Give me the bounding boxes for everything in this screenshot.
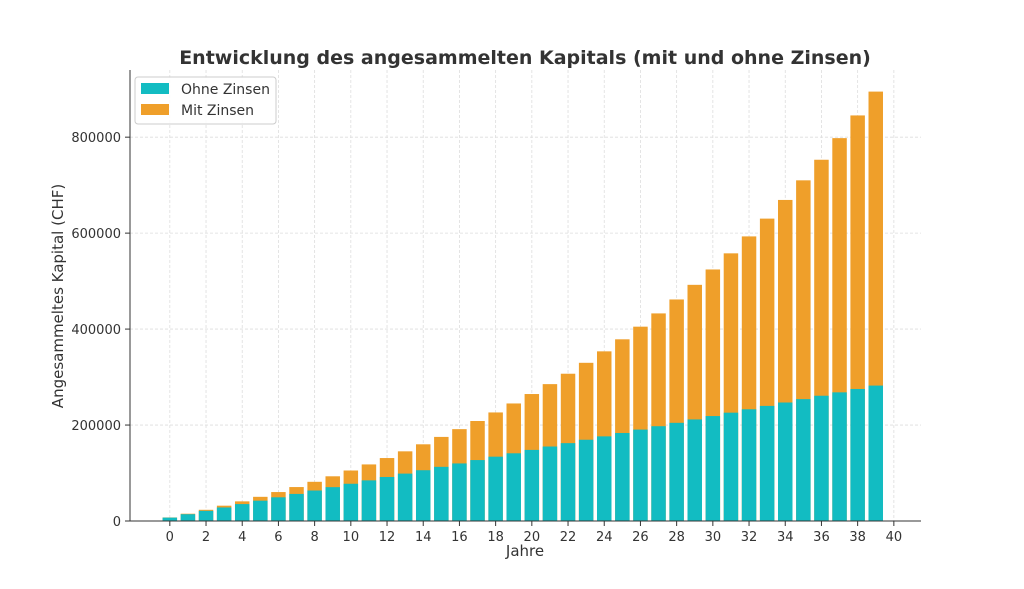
- legend-swatch-ohne-zinsen: [141, 83, 169, 94]
- x-tick-label: 34: [777, 530, 794, 545]
- series-ohne-zinsen: [162, 385, 883, 521]
- chart-title: Entwicklung des angesammelten Kapitals (…: [179, 47, 871, 69]
- bar-ohne-zinsen: [452, 463, 467, 521]
- bar-ohne-zinsen: [615, 432, 630, 521]
- bar-ohne-zinsen: [687, 419, 702, 521]
- bar-ohne-zinsen: [397, 473, 413, 521]
- x-tick-label: 26: [632, 530, 649, 545]
- x-tick-label: 38: [849, 530, 866, 545]
- x-tick-label: 0: [166, 530, 174, 545]
- x-tick-label: 16: [451, 530, 468, 545]
- bar-ohne-zinsen: [832, 392, 847, 521]
- bar-ohne-zinsen: [307, 490, 322, 521]
- bar-ohne-zinsen: [271, 497, 286, 521]
- x-tick-label: 12: [379, 530, 396, 545]
- bar-ohne-zinsen: [759, 405, 775, 521]
- bar-ohne-zinsen: [216, 507, 232, 521]
- bar-ohne-zinsen: [434, 466, 449, 521]
- bar-ohne-zinsen: [524, 449, 540, 521]
- x-tick-label: 8: [310, 530, 318, 545]
- bar-ohne-zinsen: [723, 412, 739, 521]
- x-tick-label: 22: [560, 530, 577, 545]
- bar-ohne-zinsen: [289, 493, 304, 521]
- x-tick-label: 14: [415, 530, 432, 545]
- bar-ohne-zinsen: [325, 487, 340, 521]
- axes: 0 2 4 6 8 10 12 14 16 18 20 22 24 26 28 30 32 34 36 38 40020…: [71, 70, 921, 545]
- legend: Ohne Zinsen Mit Zinsen: [134, 76, 277, 125]
- bar-ohne-zinsen: [361, 480, 377, 521]
- bar-ohne-zinsen: [542, 446, 558, 521]
- x-tick-label: 28: [668, 530, 685, 545]
- x-tick-label: 18: [487, 530, 504, 545]
- bar-ohne-zinsen: [651, 426, 666, 521]
- x-tick-label: 6: [274, 530, 282, 545]
- y-tick-label: 800000: [71, 131, 121, 146]
- bar-ohne-zinsen: [633, 429, 648, 521]
- series-mit-zinsen: [162, 91, 883, 522]
- legend-label-ohne-zinsen: Ohne Zinsen: [181, 82, 270, 98]
- legend-swatch-mit-zinsen: [141, 104, 169, 115]
- x-tick-label: 32: [741, 530, 758, 545]
- x-tick-label: 2: [202, 530, 210, 545]
- bar-ohne-zinsen: [868, 385, 883, 521]
- x-tick-label: 24: [596, 530, 613, 545]
- bar-ohne-zinsen: [180, 514, 196, 521]
- bar-ohne-zinsen: [162, 517, 178, 521]
- y-tick-label: 200000: [71, 419, 121, 434]
- bar-ohne-zinsen: [415, 470, 431, 521]
- x-axis-label: Jahre: [505, 542, 544, 560]
- bar-ohne-zinsen: [578, 439, 594, 521]
- bar-ohne-zinsen: [850, 388, 865, 521]
- y-axis-label: Angesammeltes Kapital (CHF): [49, 184, 67, 408]
- x-tick-label: 10: [343, 530, 360, 545]
- bar-ohne-zinsen: [741, 409, 757, 521]
- x-tick-label: 40: [886, 530, 903, 545]
- y-tick-label: 400000: [71, 323, 121, 338]
- legend-box: [134, 76, 277, 125]
- y-tick-label: 0: [113, 515, 121, 530]
- bar-ohne-zinsen: [488, 456, 503, 521]
- bar-ohne-zinsen: [379, 476, 395, 521]
- bar-ohne-zinsen: [596, 436, 612, 521]
- bar-ohne-zinsen: [253, 500, 268, 521]
- x-tick-label: 36: [813, 530, 830, 545]
- bar-ohne-zinsen: [560, 443, 576, 521]
- bar-ohne-zinsen: [198, 510, 214, 521]
- bar-ohne-zinsen: [343, 483, 359, 521]
- bar-ohne-zinsen: [814, 395, 829, 521]
- bar-ohne-zinsen: [669, 422, 684, 521]
- bar-ohne-zinsen: [470, 460, 485, 521]
- bar-ohne-zinsen: [778, 402, 793, 521]
- bar-ohne-zinsen: [705, 416, 721, 521]
- x-tick-label: 20: [524, 530, 541, 545]
- bar-ohne-zinsen: [796, 399, 811, 521]
- x-tick-label: 4: [238, 530, 246, 545]
- y-tick-label: 600000: [71, 227, 121, 242]
- bar-ohne-zinsen: [234, 504, 250, 521]
- bar-ohne-zinsen: [506, 453, 521, 521]
- x-tick-label: 30: [705, 530, 722, 545]
- legend-label-mit-zinsen: Mit Zinsen: [181, 103, 254, 119]
